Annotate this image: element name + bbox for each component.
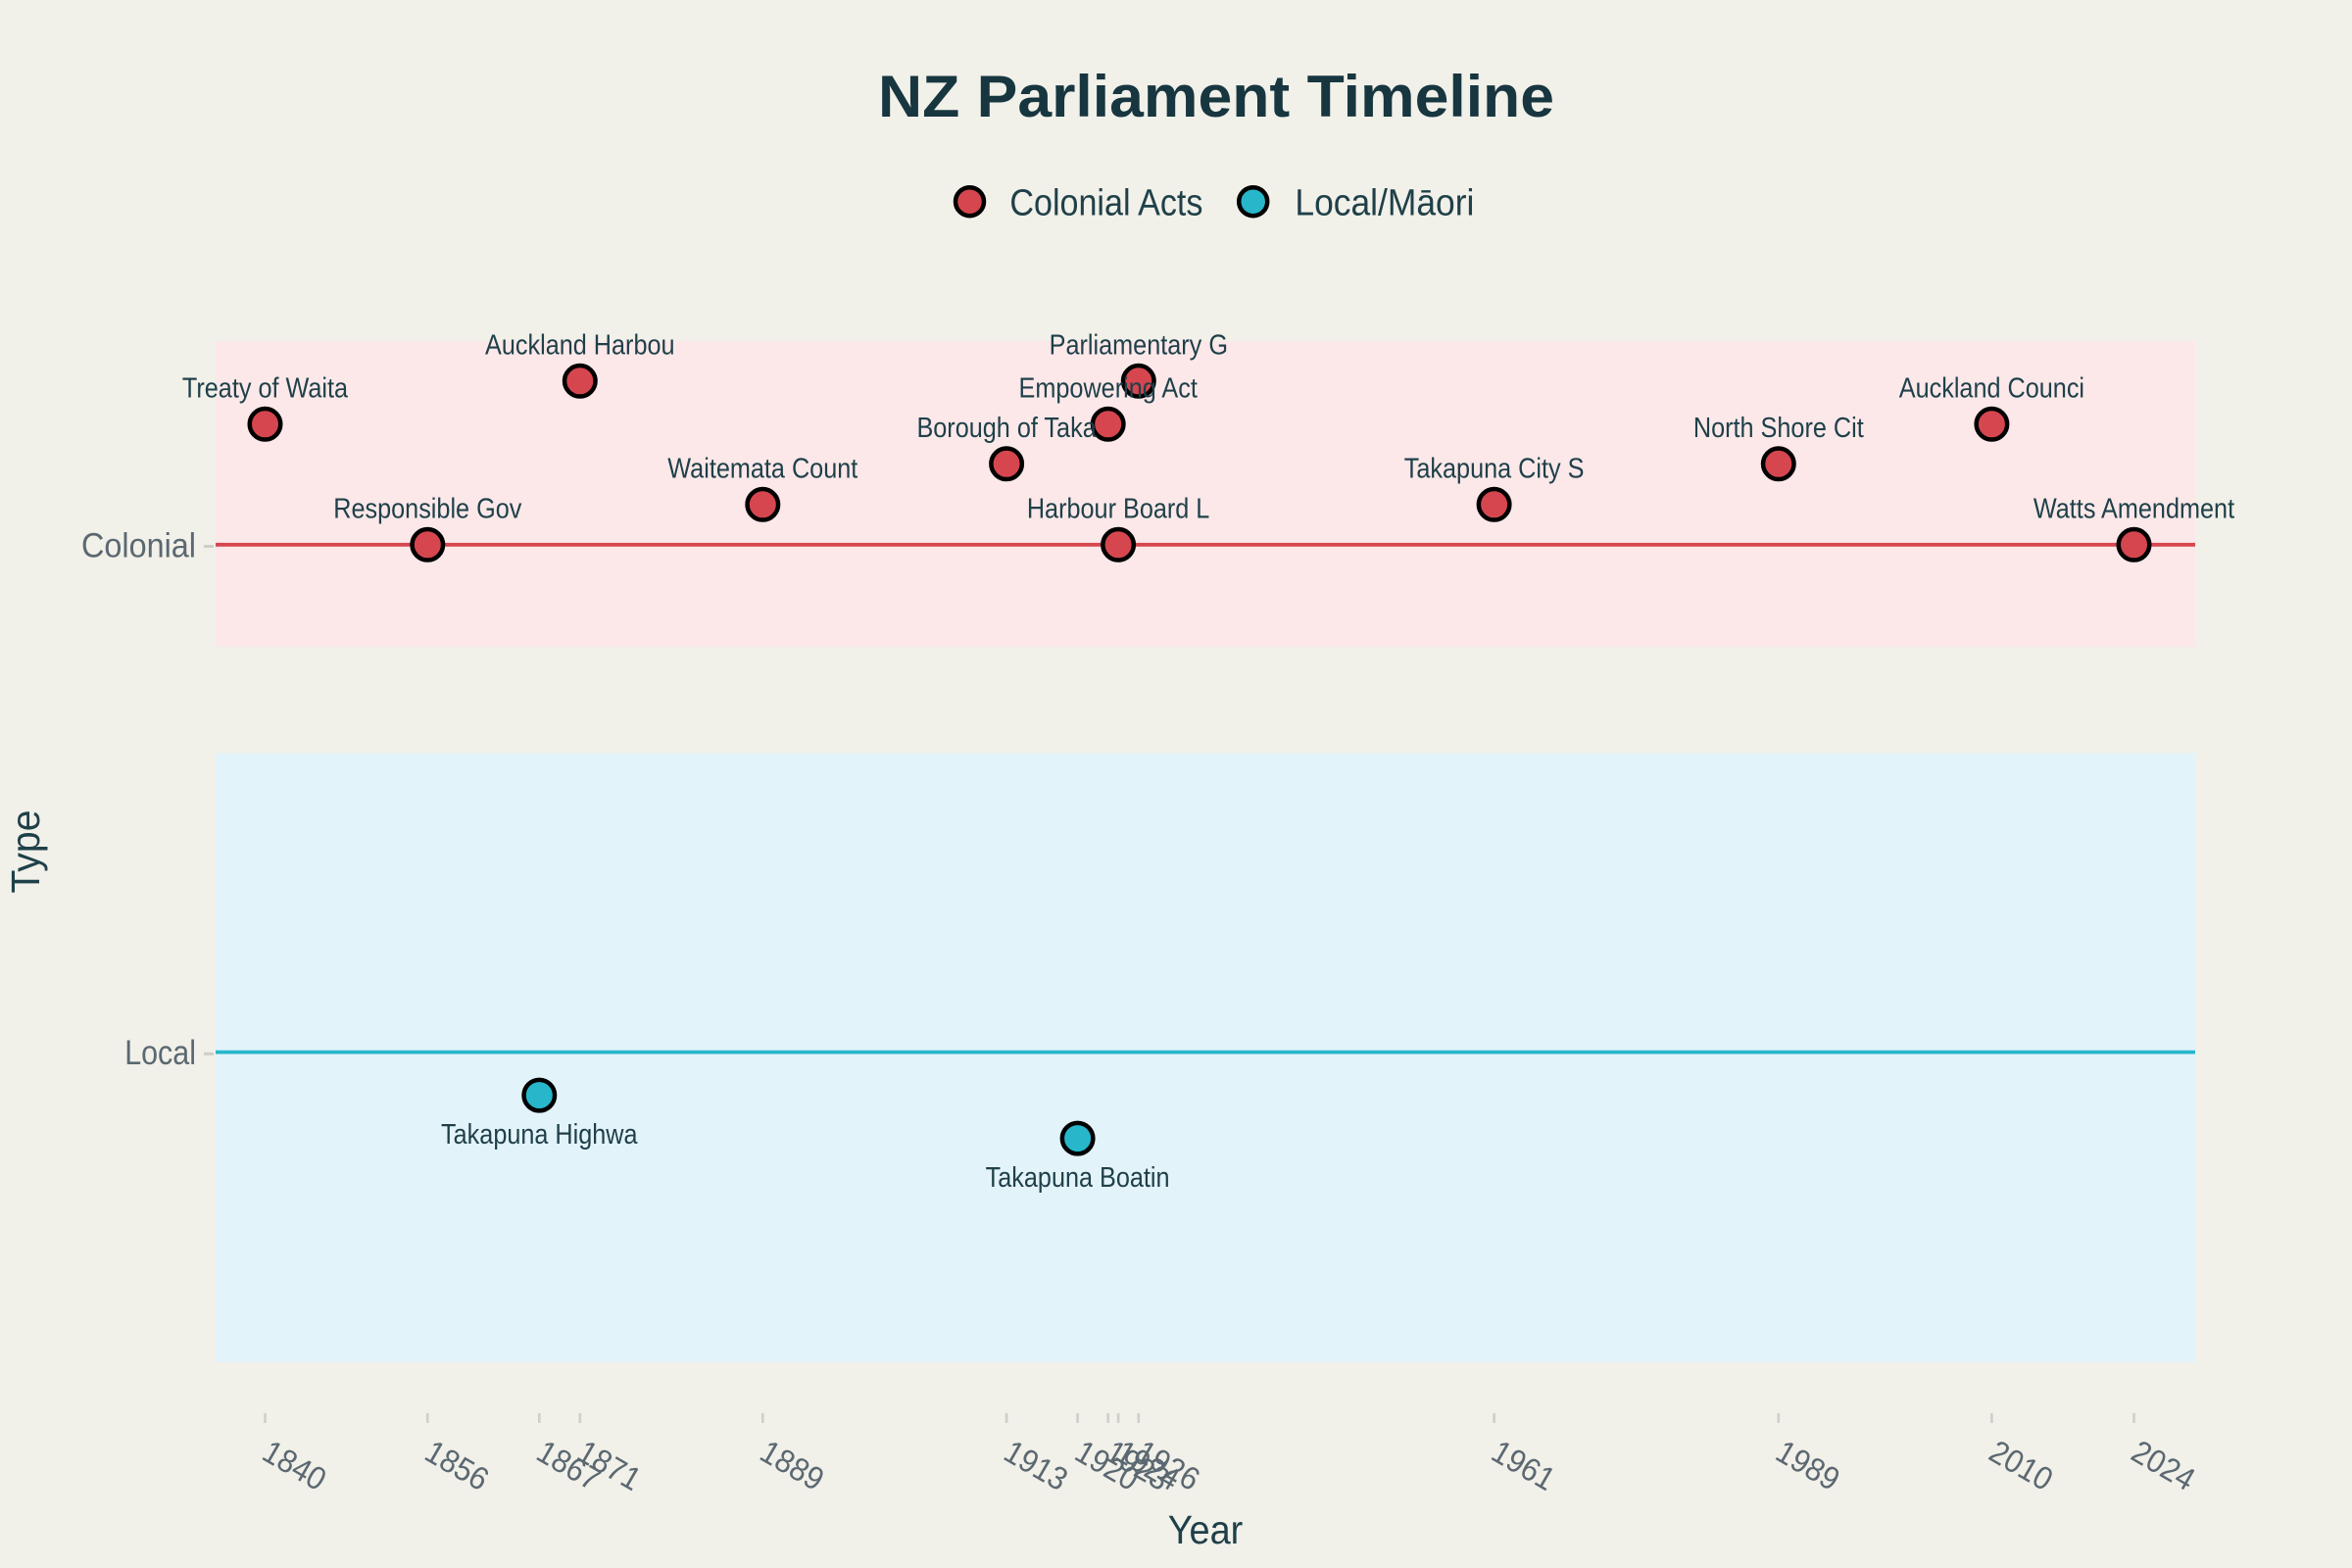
svg-text:Harbour Board L: Harbour Board L [1027,493,1210,524]
svg-text:Watts Amendment: Watts Amendment [2034,493,2234,524]
svg-text:Auckland Counci: Auckland Counci [1899,372,2084,404]
svg-text:Parliamentary G: Parliamentary G [1050,329,1228,361]
svg-text:Type: Type [3,810,48,894]
svg-text:Colonial Acts: Colonial Acts [1009,183,1202,224]
svg-text:Colonial: Colonial [81,526,196,564]
svg-text:Takapuna Boatin: Takapuna Boatin [986,1162,1170,1194]
svg-text:Responsible Gov: Responsible Gov [333,493,522,524]
svg-text:Year: Year [1168,1507,1244,1552]
svg-text:Borough of Taka: Borough of Taka [916,413,1097,444]
svg-text:Empowering Act: Empowering Act [1019,372,1198,404]
svg-text:NZ Parliament Timeline: NZ Parliament Timeline [878,64,1554,129]
svg-text:Local: Local [124,1034,196,1072]
svg-text:Treaty of Waita: Treaty of Waita [182,372,349,404]
svg-text:North Shore Cit: North Shore Cit [1693,413,1864,444]
svg-text:Waitemata Count: Waitemata Count [667,453,858,484]
svg-text:Takapuna City S: Takapuna City S [1404,453,1585,484]
svg-text:Auckland Harbou: Auckland Harbou [485,329,675,361]
svg-text:Takapuna Highwa: Takapuna Highwa [441,1119,638,1151]
svg-text:Local/Māori: Local/Māori [1295,183,1474,224]
